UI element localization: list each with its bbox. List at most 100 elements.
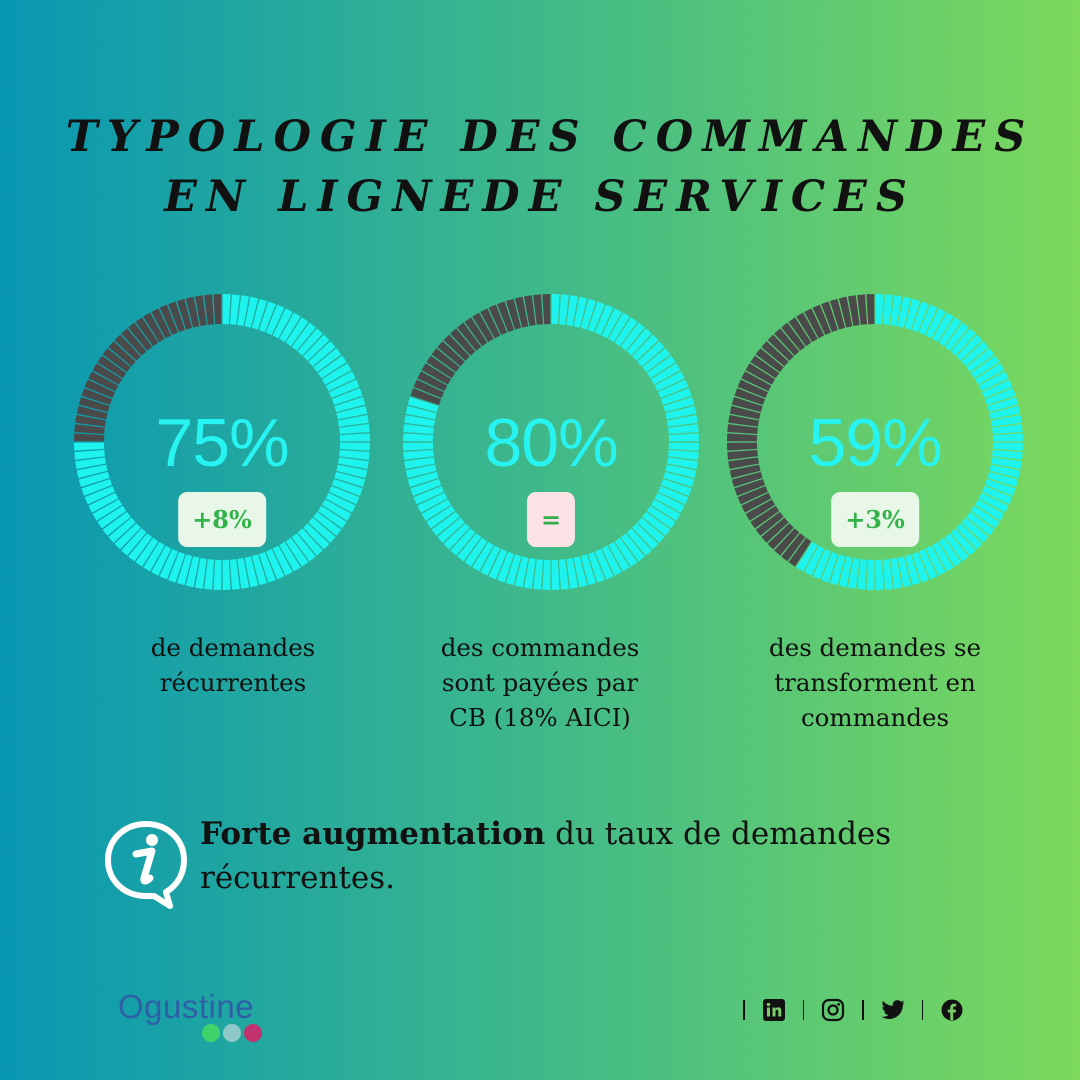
gauge-segment-inactive bbox=[426, 355, 456, 379]
gauge-segment-active bbox=[317, 355, 347, 379]
gauge-segment-active bbox=[918, 549, 938, 580]
gauge-segment-active bbox=[626, 528, 652, 556]
gauge-segment-inactive bbox=[788, 537, 812, 567]
gauge-segment-active bbox=[658, 379, 689, 399]
stat-description-3: des demandes se transforment en commande… bbox=[725, 630, 1025, 735]
linkedin-icon[interactable] bbox=[762, 998, 786, 1022]
gauge-segment-active bbox=[251, 554, 268, 586]
gauge-segment-inactive bbox=[755, 348, 784, 373]
gauge-segment-inactive bbox=[761, 517, 789, 543]
gauge-segment-active bbox=[551, 294, 560, 325]
gauge-segment-active bbox=[904, 298, 921, 330]
gauge-segment-inactive bbox=[857, 294, 868, 325]
gauge-segment-active bbox=[331, 479, 363, 496]
gauge-segment-active bbox=[88, 492, 119, 513]
gauge-segment-active bbox=[601, 545, 622, 576]
gauge-segment-inactive bbox=[514, 296, 529, 328]
gauge-segment-inactive bbox=[734, 479, 766, 496]
gauge-segment-active bbox=[251, 298, 268, 330]
twitter-icon[interactable] bbox=[881, 998, 905, 1022]
gauge-segment-active bbox=[291, 322, 316, 351]
gauge-segment-inactive bbox=[728, 457, 759, 470]
gauge-segment-active bbox=[558, 559, 569, 590]
info-text-part: du taux de demandes bbox=[545, 816, 892, 852]
gauge-segment-active bbox=[632, 523, 659, 550]
instagram-icon[interactable] bbox=[821, 998, 845, 1022]
gauge-segment-active bbox=[185, 556, 200, 588]
donut-gauge-1 bbox=[74, 294, 370, 590]
gauge-segment-active bbox=[650, 499, 681, 521]
gauge-segment-active bbox=[92, 499, 123, 521]
gauge-segment-active bbox=[950, 528, 976, 556]
gauge-segment-active bbox=[573, 556, 588, 588]
gauge-segment-inactive bbox=[796, 312, 818, 343]
gauge-segment-active bbox=[229, 294, 240, 325]
stat-percent-1: 75% bbox=[155, 405, 289, 481]
gauge-segment-active bbox=[76, 464, 108, 479]
gauge-segment-active bbox=[229, 559, 240, 590]
gauge-segment-active bbox=[838, 556, 853, 588]
gauge-segment-active bbox=[313, 348, 342, 373]
gauge-segment-active bbox=[480, 545, 501, 576]
gauge-segment-active bbox=[804, 545, 825, 576]
gauge-segment-inactive bbox=[413, 379, 444, 399]
gauge-segment-active bbox=[614, 537, 638, 567]
gauge-segment-active bbox=[297, 528, 323, 556]
title-line-2: EN LIGNEDE SERVICES bbox=[164, 172, 916, 222]
gauge-segment-inactive bbox=[78, 396, 110, 413]
gauge-segment-active bbox=[405, 405, 437, 420]
gauge-segment-active bbox=[272, 308, 293, 339]
change-badge-1: +8% bbox=[178, 492, 266, 547]
gauge-segment-active bbox=[989, 464, 1021, 479]
gauge-segment-active bbox=[403, 433, 434, 442]
gauge-segment-inactive bbox=[812, 304, 832, 335]
gauge-segment-inactive bbox=[767, 523, 794, 550]
stat-percent-2: 80% bbox=[484, 405, 618, 481]
gauge-segment-active bbox=[875, 294, 884, 325]
stat-ring-2: 80% = bbox=[401, 292, 701, 592]
gauge-segment-active bbox=[317, 505, 347, 529]
stat-description-2: des commandes sont payées par CB (18% AI… bbox=[390, 630, 690, 735]
gauge-segment-inactive bbox=[431, 348, 460, 373]
gauge-segment-inactive bbox=[737, 485, 768, 505]
gauge-segment-active bbox=[410, 479, 442, 496]
gauge-segment-active bbox=[918, 304, 938, 335]
gauge-segment-inactive bbox=[114, 334, 141, 361]
logo-dot bbox=[223, 1024, 241, 1042]
gauge-segment-active bbox=[75, 457, 106, 470]
gauge-segment-active bbox=[829, 554, 846, 586]
gauge-segment-active bbox=[404, 457, 435, 470]
gauge-segment-active bbox=[974, 499, 1005, 521]
gauge-segment-active bbox=[637, 517, 665, 543]
gauge-segment-inactive bbox=[464, 317, 488, 347]
gauge-segment-inactive bbox=[821, 301, 838, 333]
gauge-segment-inactive bbox=[728, 414, 759, 427]
gauge-segment-active bbox=[897, 296, 912, 328]
gauge-segment-inactive bbox=[741, 492, 772, 513]
gauge-segment-inactive bbox=[204, 294, 215, 325]
gauge-segment-inactive bbox=[410, 388, 442, 405]
facebook-icon[interactable] bbox=[940, 998, 964, 1022]
gauge-segment-active bbox=[413, 485, 444, 505]
gauge-segment-active bbox=[989, 405, 1021, 420]
gauge-segment-active bbox=[194, 558, 207, 589]
gauge-segment-inactive bbox=[505, 298, 522, 330]
gauge-segment-active bbox=[890, 558, 903, 589]
gauge-segment-active bbox=[566, 558, 579, 589]
gauge-segment-inactive bbox=[774, 328, 800, 356]
gauge-segment-active bbox=[821, 551, 838, 583]
gauge-segment-active bbox=[421, 499, 452, 521]
gauge-segment-active bbox=[437, 517, 465, 543]
gauge-segment-active bbox=[944, 322, 969, 351]
gauge-segment-active bbox=[265, 304, 285, 335]
info-text-part: récurrentes. bbox=[200, 860, 396, 896]
gauge-segment-active bbox=[984, 479, 1016, 496]
gauge-segment-active bbox=[796, 541, 818, 572]
gauge-segment-active bbox=[847, 558, 860, 589]
gauge-segment-active bbox=[642, 348, 671, 373]
gauge-segment-inactive bbox=[121, 328, 147, 356]
gauge-segment-active bbox=[966, 511, 995, 536]
gauge-segment-active bbox=[938, 537, 962, 567]
gauge-segment-inactive bbox=[781, 533, 806, 562]
gauge-segment-active bbox=[291, 533, 316, 562]
